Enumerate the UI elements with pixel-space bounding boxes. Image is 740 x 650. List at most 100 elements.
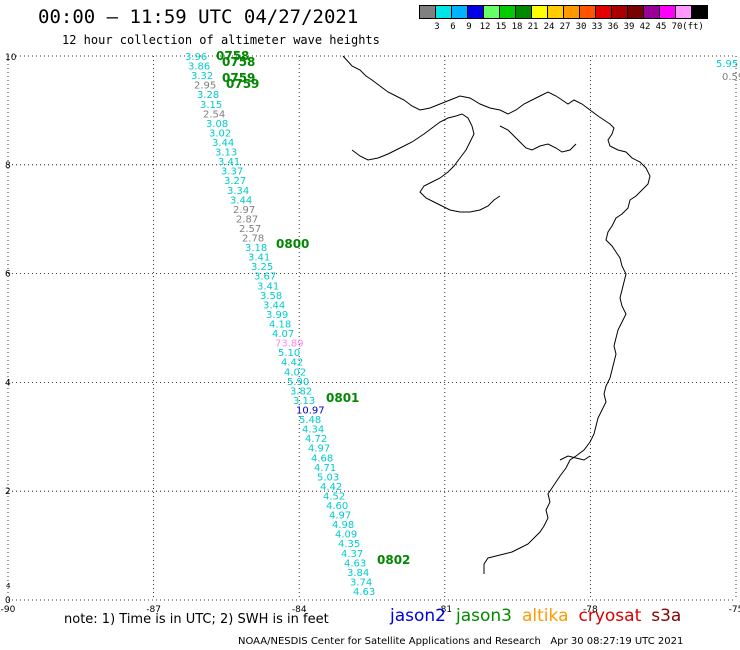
wave-height-label: 5.48 <box>299 415 321 426</box>
wave-height-label: 4.68 <box>311 453 333 464</box>
coastline-central-america <box>342 55 651 574</box>
color-swatch <box>483 5 500 19</box>
satellite-legend-item: jason2 <box>390 606 446 626</box>
x-tick-label: -90 <box>1 605 16 615</box>
coastline <box>342 55 651 574</box>
wave-height-label: 4.09 <box>335 530 357 541</box>
wave-height-label: 4.42 <box>281 358 303 369</box>
satellite-legend-item: jason3 <box>456 606 512 626</box>
wave-height-label: 3.13 <box>215 148 237 159</box>
y-tick-label: 0 <box>5 596 11 606</box>
color-swatch <box>627 5 644 19</box>
color-scale-label: 24 <box>543 22 555 32</box>
track-time-label: 0759 <box>222 71 255 85</box>
wave-height-label: 3.37 <box>221 167 243 178</box>
wave-height-label: 2.78 <box>242 234 264 245</box>
wave-height-label: 3.41 <box>218 157 240 168</box>
wave-height-label: 3.74 <box>350 577 372 588</box>
wave-height-label: 4.60 <box>326 501 348 512</box>
color-swatch <box>467 5 484 19</box>
wave-height-label: 3.84 <box>347 568 369 579</box>
wave-height-label: 4.72 <box>305 434 327 445</box>
wave-height-label: 3.44 <box>263 300 285 311</box>
color-scale-labels: 3 6 9 12 15 18 21 24 27 30 33 36 39 42 45 70 (ft) <box>420 22 740 36</box>
color-scale-label: 9 <box>466 22 472 32</box>
wave-height-label: 3.86 <box>188 62 210 73</box>
color-swatch <box>419 5 436 19</box>
page-title: 00:00 – 11:59 UTC 04/27/2021 <box>38 6 359 28</box>
color-scale-label: 21 <box>527 22 539 32</box>
wave-height-label: 3.44 <box>212 138 234 149</box>
wave-height-label: 3.44 <box>230 195 252 206</box>
wave-height-label: 10.97 <box>296 405 325 416</box>
edge-wave-label: 5.95 <box>716 59 738 70</box>
wave-height-label: 3.41 <box>257 281 279 292</box>
color-scale-label: 33 <box>591 22 603 32</box>
color-scale-label: 36 <box>607 22 619 32</box>
units-note: note: 1) Time is in UTC; 2) SWH is in fe… <box>64 612 329 627</box>
color-scale-label: 3 <box>434 22 440 32</box>
color-scale-label: (ft) <box>682 22 704 32</box>
satellite-legend-item: altika <box>522 606 569 626</box>
x-tick-label: -87 <box>146 605 161 615</box>
wave-height-label: 4.52 <box>323 491 345 502</box>
color-swatch <box>547 5 564 19</box>
x-tick-label: -78 <box>583 605 598 615</box>
color-scale-label: 30 <box>575 22 587 32</box>
track-time-label: 0759 <box>226 77 259 91</box>
color-scale-label: 15 <box>495 22 507 32</box>
wave-height-label: 3.32 <box>191 71 213 82</box>
track-time-label: 0800 <box>276 237 309 251</box>
wave-height-label: 2.97 <box>233 205 255 216</box>
wave-height-label: 4.35 <box>338 539 360 550</box>
coastline-gulf <box>351 113 501 213</box>
wave-height-label: 4.02 <box>284 367 306 378</box>
color-scale-label: 42 <box>639 22 651 32</box>
wave-height-label: 4.63 <box>353 587 375 598</box>
wave-height-label: 3.25 <box>251 262 273 273</box>
color-scale-label: 27 <box>559 22 571 32</box>
color-scale-label: 70 <box>671 22 683 32</box>
wave-height-label: 3.15 <box>200 100 222 111</box>
altimeter-track: 3.963.863.322.953.283.152.543.083.023.44… <box>185 52 375 598</box>
wave-height-label: 4.42 <box>320 482 342 493</box>
wave-height-label: 4.97 <box>329 511 351 522</box>
color-swatch <box>595 5 612 19</box>
wave-height-label: 3.82 <box>290 386 312 397</box>
color-swatch <box>579 5 596 19</box>
color-swatch <box>451 5 468 19</box>
wave-height-label: 4.18 <box>269 320 291 331</box>
color-scale-label: 12 <box>479 22 491 32</box>
y-tick-label: 6 <box>5 270 11 280</box>
y-tick-label: 10 <box>5 53 17 63</box>
credit-line: NOAA/NESDIS Center for Satellite Applica… <box>238 636 684 647</box>
wave-height-label: 2.54 <box>203 109 225 120</box>
satellite-legend-item: s3a <box>651 606 682 626</box>
wave-height-label: 5.90 <box>287 377 309 388</box>
wave-height-label: 3.34 <box>227 186 249 197</box>
track-time-label: 0758 <box>222 55 255 69</box>
color-swatch <box>515 5 532 19</box>
axis-labels: -90 -87 -84 -81 -78 -75 0 2 4 6 8 10 4 <box>1 53 740 615</box>
wave-height-label: 3.02 <box>209 128 231 139</box>
wave-height-label: 3.28 <box>197 90 219 101</box>
wave-height-label: 73.89 <box>275 339 304 350</box>
wave-height-label: 4.71 <box>314 463 336 474</box>
y-tick-label: 4 <box>5 378 11 388</box>
wave-height-label: 3.99 <box>266 310 288 321</box>
color-scale-label: 18 <box>511 22 523 32</box>
color-swatch <box>659 5 676 19</box>
wave-height-label: 4.97 <box>308 444 330 455</box>
color-swatch <box>691 5 708 19</box>
wave-height-label: 2.95 <box>194 81 216 92</box>
wave-height-label: 5.03 <box>317 472 339 483</box>
wave-height-label: 4.07 <box>272 329 294 340</box>
color-scale-label: 39 <box>623 22 635 32</box>
y-tick-label-extra: 4 <box>6 582 11 590</box>
color-scale-label: 6 <box>450 22 456 32</box>
page-subtitle: 12 hour collection of altimeter wave hei… <box>62 33 380 47</box>
wave-height-label: 4.34 <box>302 425 324 436</box>
coastline-inlet <box>499 125 577 153</box>
wave-height-label: 3.41 <box>248 253 270 264</box>
